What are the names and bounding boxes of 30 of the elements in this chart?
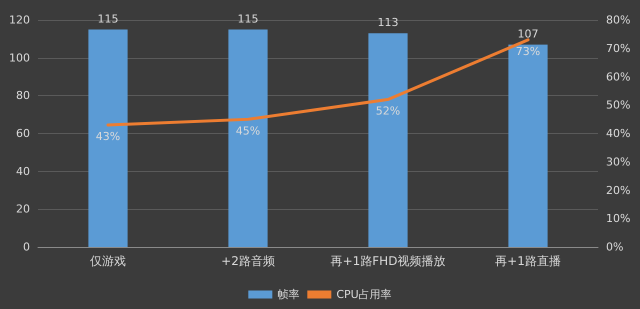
- y-tick-label: 20: [16, 202, 30, 216]
- y-tick-label: 40: [16, 164, 30, 178]
- legend-label: CPU占用率: [336, 288, 392, 301]
- data-label: 113: [378, 16, 398, 30]
- y2-tick-label: 0%: [606, 240, 624, 254]
- y2-tick-label: 80%: [606, 14, 630, 26]
- x-tick-label: 再+1路直播: [495, 254, 561, 268]
- data-label: 45%: [236, 124, 260, 138]
- data-label: 115: [98, 12, 118, 26]
- y2-tick-label: 20%: [606, 184, 630, 197]
- y-tick-label: 60: [16, 127, 30, 140]
- y-tick-label: 0: [23, 240, 30, 254]
- data-label: 43%: [96, 130, 120, 143]
- legend-label: 帧率: [277, 288, 300, 301]
- y-tick-label: 120: [9, 14, 30, 26]
- data-label: 115: [238, 12, 258, 26]
- y-tick-label: 80: [16, 89, 30, 102]
- y2-tick-label: 40%: [606, 127, 630, 140]
- data-label: 107: [518, 28, 538, 41]
- x-tick-label: 仅游戏: [90, 254, 126, 268]
- data-label: 73%: [516, 44, 540, 58]
- x-tick-label: +2路音频: [221, 254, 275, 268]
- y2-tick-label: 10%: [606, 212, 630, 226]
- y2-tick-label: 50%: [606, 98, 630, 112]
- y2-tick-label: 70%: [606, 42, 630, 55]
- y2-tick-label: 30%: [606, 155, 630, 168]
- y-tick-label: 100: [9, 51, 30, 64]
- x-tick-label: 再+1路FHD视频播放: [330, 254, 446, 268]
- data-label: 52%: [376, 104, 400, 118]
- y2-tick-label: 60%: [606, 70, 630, 84]
